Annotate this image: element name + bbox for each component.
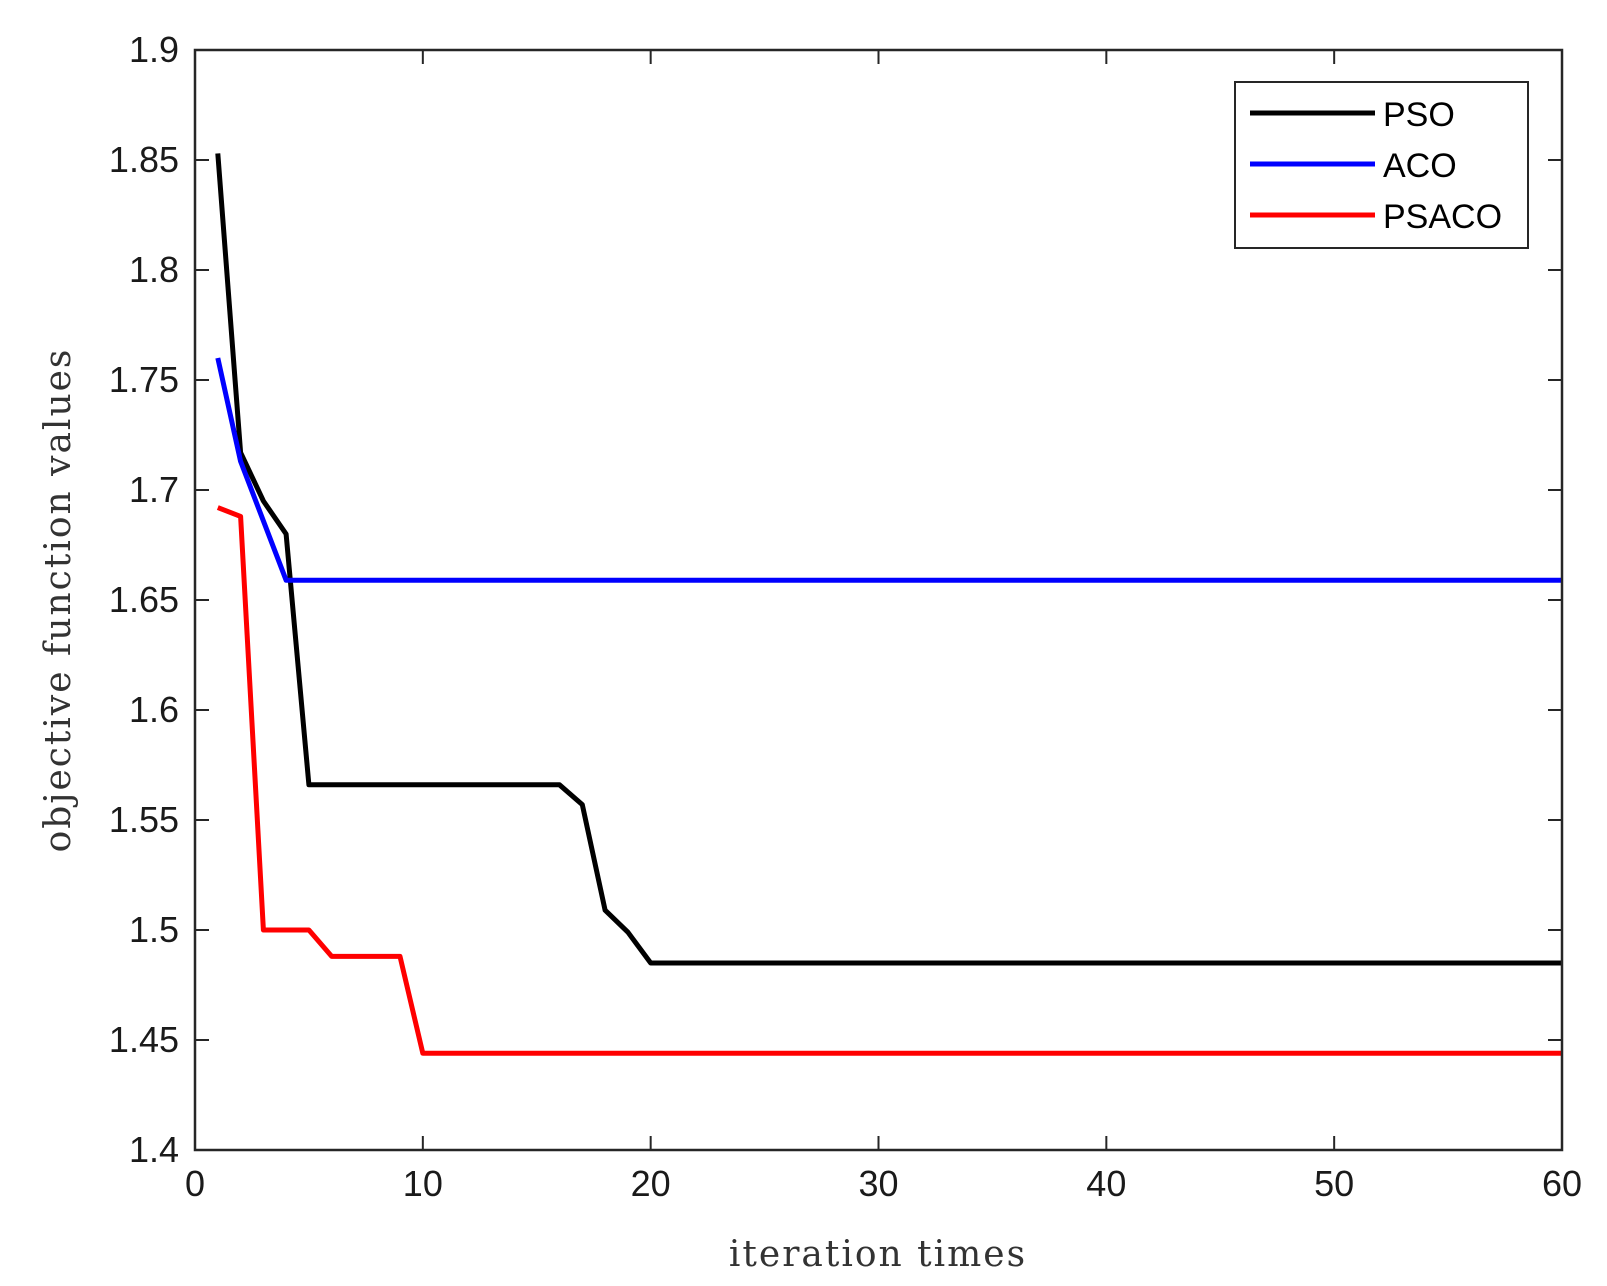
y-tick-label: 1.55 <box>109 799 179 840</box>
y-tick-label: 1.8 <box>129 249 179 290</box>
y-tick-label: 1.65 <box>109 579 179 620</box>
y-tick-label: 1.45 <box>109 1019 179 1060</box>
plot-frame <box>193 48 1564 1152</box>
x-tick-label: 30 <box>858 1163 898 1204</box>
y-tick-label: 1.4 <box>129 1129 179 1170</box>
y-tick-label: 1.75 <box>109 359 179 400</box>
legend-label-aco: ACO <box>1383 147 1457 185</box>
axis-ticks <box>194 49 1563 1151</box>
series-line-pso <box>215 153 1562 966</box>
legend-label-psaco: PSACO <box>1383 198 1502 236</box>
x-tick-label: 0 <box>185 1163 205 1204</box>
series-line-aco <box>215 357 1562 583</box>
x-tick-label: 40 <box>1086 1163 1126 1204</box>
x-tick-label: 60 <box>1542 1163 1582 1204</box>
y-tick-label: 1.5 <box>129 909 179 950</box>
y-tick-label: 1.9 <box>129 29 179 70</box>
y-tick-label: 1.85 <box>109 139 179 180</box>
legend: PSO ACO PSACO <box>1234 81 1529 249</box>
x-tick-label: 10 <box>403 1163 443 1204</box>
x-tick-label: 50 <box>1314 1163 1354 1204</box>
tick-labels: 0 10 20 30 40 50 60 1.4 1.45 1.5 1.55 1.6 1.65 1.7 1.7… <box>109 29 1582 1204</box>
y-tick-label: 1.6 <box>129 689 179 730</box>
y-tick-label: 1.7 <box>129 469 179 510</box>
x-tick-label: 20 <box>631 1163 671 1204</box>
y-axis-title: objective function values <box>38 348 79 853</box>
legend-label-pso: PSO <box>1383 96 1455 134</box>
x-axis-title: iteration times <box>729 1234 1027 1275</box>
series-layer <box>215 153 1562 1056</box>
series-line-psaco <box>216 505 1562 1056</box>
